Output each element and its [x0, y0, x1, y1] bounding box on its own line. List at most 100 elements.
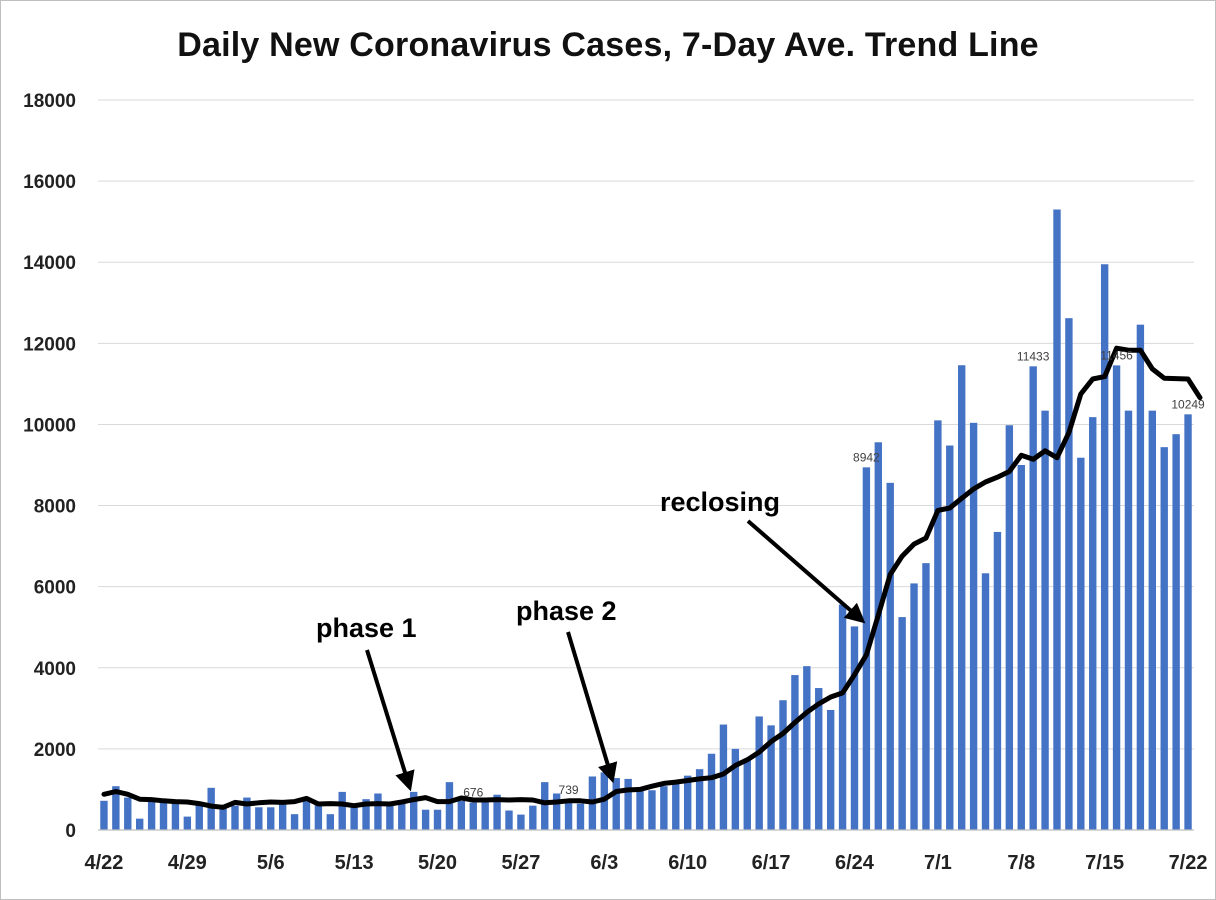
bar — [803, 666, 811, 830]
y-tick-label: 14000 — [23, 253, 76, 274]
bar — [529, 805, 537, 830]
bar — [183, 816, 192, 830]
bar — [493, 794, 501, 830]
bar — [660, 786, 668, 830]
data-label: 10249 — [1171, 397, 1205, 411]
y-tick-label: 0 — [65, 821, 76, 842]
bar — [672, 783, 680, 830]
bar — [1124, 410, 1133, 830]
bar — [791, 675, 799, 830]
x-tick-label: 7/22 — [1169, 852, 1208, 874]
y-tick-label: 2000 — [34, 740, 76, 761]
bar — [552, 793, 561, 830]
trend-line-series — [101, 345, 1203, 810]
bar — [267, 807, 275, 830]
y-tick-label: 4000 — [34, 659, 76, 680]
bar — [1184, 414, 1192, 830]
bar — [648, 790, 656, 830]
annotation-phase-1: phase 1 — [316, 613, 417, 643]
bar — [350, 807, 358, 830]
x-tick-label: 6/3 — [590, 852, 618, 874]
data-label: 8942 — [853, 450, 880, 464]
bar — [517, 814, 525, 830]
bar — [1172, 434, 1180, 830]
bar — [445, 782, 454, 830]
annotation-arrow — [746, 519, 866, 624]
trend-line — [101, 345, 1203, 810]
bar — [779, 700, 787, 830]
x-tick-label: 5/13 — [335, 852, 374, 874]
bar — [1029, 366, 1037, 830]
bar — [850, 626, 859, 830]
bar — [219, 804, 227, 830]
bar — [1077, 457, 1085, 830]
bar — [374, 793, 382, 830]
y-tick-label: 6000 — [34, 578, 76, 599]
bar — [826, 709, 835, 830]
bar — [1065, 318, 1073, 830]
bar — [1017, 465, 1025, 830]
bar — [934, 420, 942, 830]
x-tick-label: 5/6 — [257, 852, 285, 874]
bar — [433, 809, 442, 830]
y-tick-label: 8000 — [34, 497, 76, 518]
bar — [624, 778, 632, 830]
bar — [207, 787, 215, 830]
bar — [326, 814, 334, 830]
bar — [421, 809, 430, 830]
bar — [767, 725, 775, 830]
bar — [124, 797, 132, 830]
bar — [457, 800, 466, 830]
x-axis-ticks: 4/22 4/29 5/6 5/13 5/20 5/27 6/3 6/10 6/17 6/24 7/… — [84, 852, 1207, 874]
x-tick-label: 5/20 — [418, 852, 457, 874]
bar — [386, 802, 394, 830]
bar — [338, 791, 346, 830]
bar — [100, 800, 108, 830]
bar — [969, 422, 978, 830]
data-label: 11456 — [1100, 348, 1133, 362]
bar — [410, 791, 418, 830]
data-labels: 676 739 8942 11433 11456 10249 — [463, 348, 1205, 799]
bar — [505, 810, 513, 830]
bar — [886, 482, 894, 830]
annotation-phase-2: phase 2 — [516, 596, 617, 626]
bar — [1005, 425, 1014, 830]
bar — [993, 531, 1002, 830]
bar — [1053, 209, 1061, 830]
bar — [136, 818, 144, 830]
bar — [576, 803, 585, 830]
bar — [946, 445, 954, 830]
bar — [1089, 417, 1097, 830]
bar — [1100, 264, 1109, 830]
bar — [171, 800, 180, 830]
bar — [910, 583, 918, 830]
bar — [684, 775, 692, 830]
bar — [255, 807, 263, 830]
x-tick-label: 6/10 — [668, 852, 707, 874]
bar — [541, 782, 549, 830]
y-tick-label: 12000 — [23, 334, 76, 355]
annotation-reclosing: reclosing — [660, 487, 780, 517]
bar — [398, 801, 406, 830]
bar — [838, 604, 847, 830]
bar — [612, 778, 620, 830]
x-tick-label: 6/17 — [752, 852, 791, 874]
y-axis-ticks: 0 2000 4000 6000 8000 10000 12000 14000 16000 180… — [23, 91, 76, 842]
bar — [898, 617, 906, 830]
x-tick-label: 7/8 — [1007, 852, 1035, 874]
bar — [314, 804, 323, 830]
x-tick-label: 4/29 — [168, 852, 207, 874]
data-label: 739 — [559, 783, 579, 797]
bar — [695, 769, 704, 830]
annotation-arrow — [566, 631, 618, 784]
bar — [469, 802, 477, 830]
bar — [231, 805, 239, 830]
x-tick-label: 7/1 — [924, 852, 952, 874]
x-tick-label: 7/15 — [1085, 852, 1124, 874]
bar — [958, 365, 966, 830]
bar — [707, 753, 716, 830]
bar — [481, 800, 489, 830]
bar — [290, 814, 299, 830]
bar — [1160, 447, 1168, 830]
